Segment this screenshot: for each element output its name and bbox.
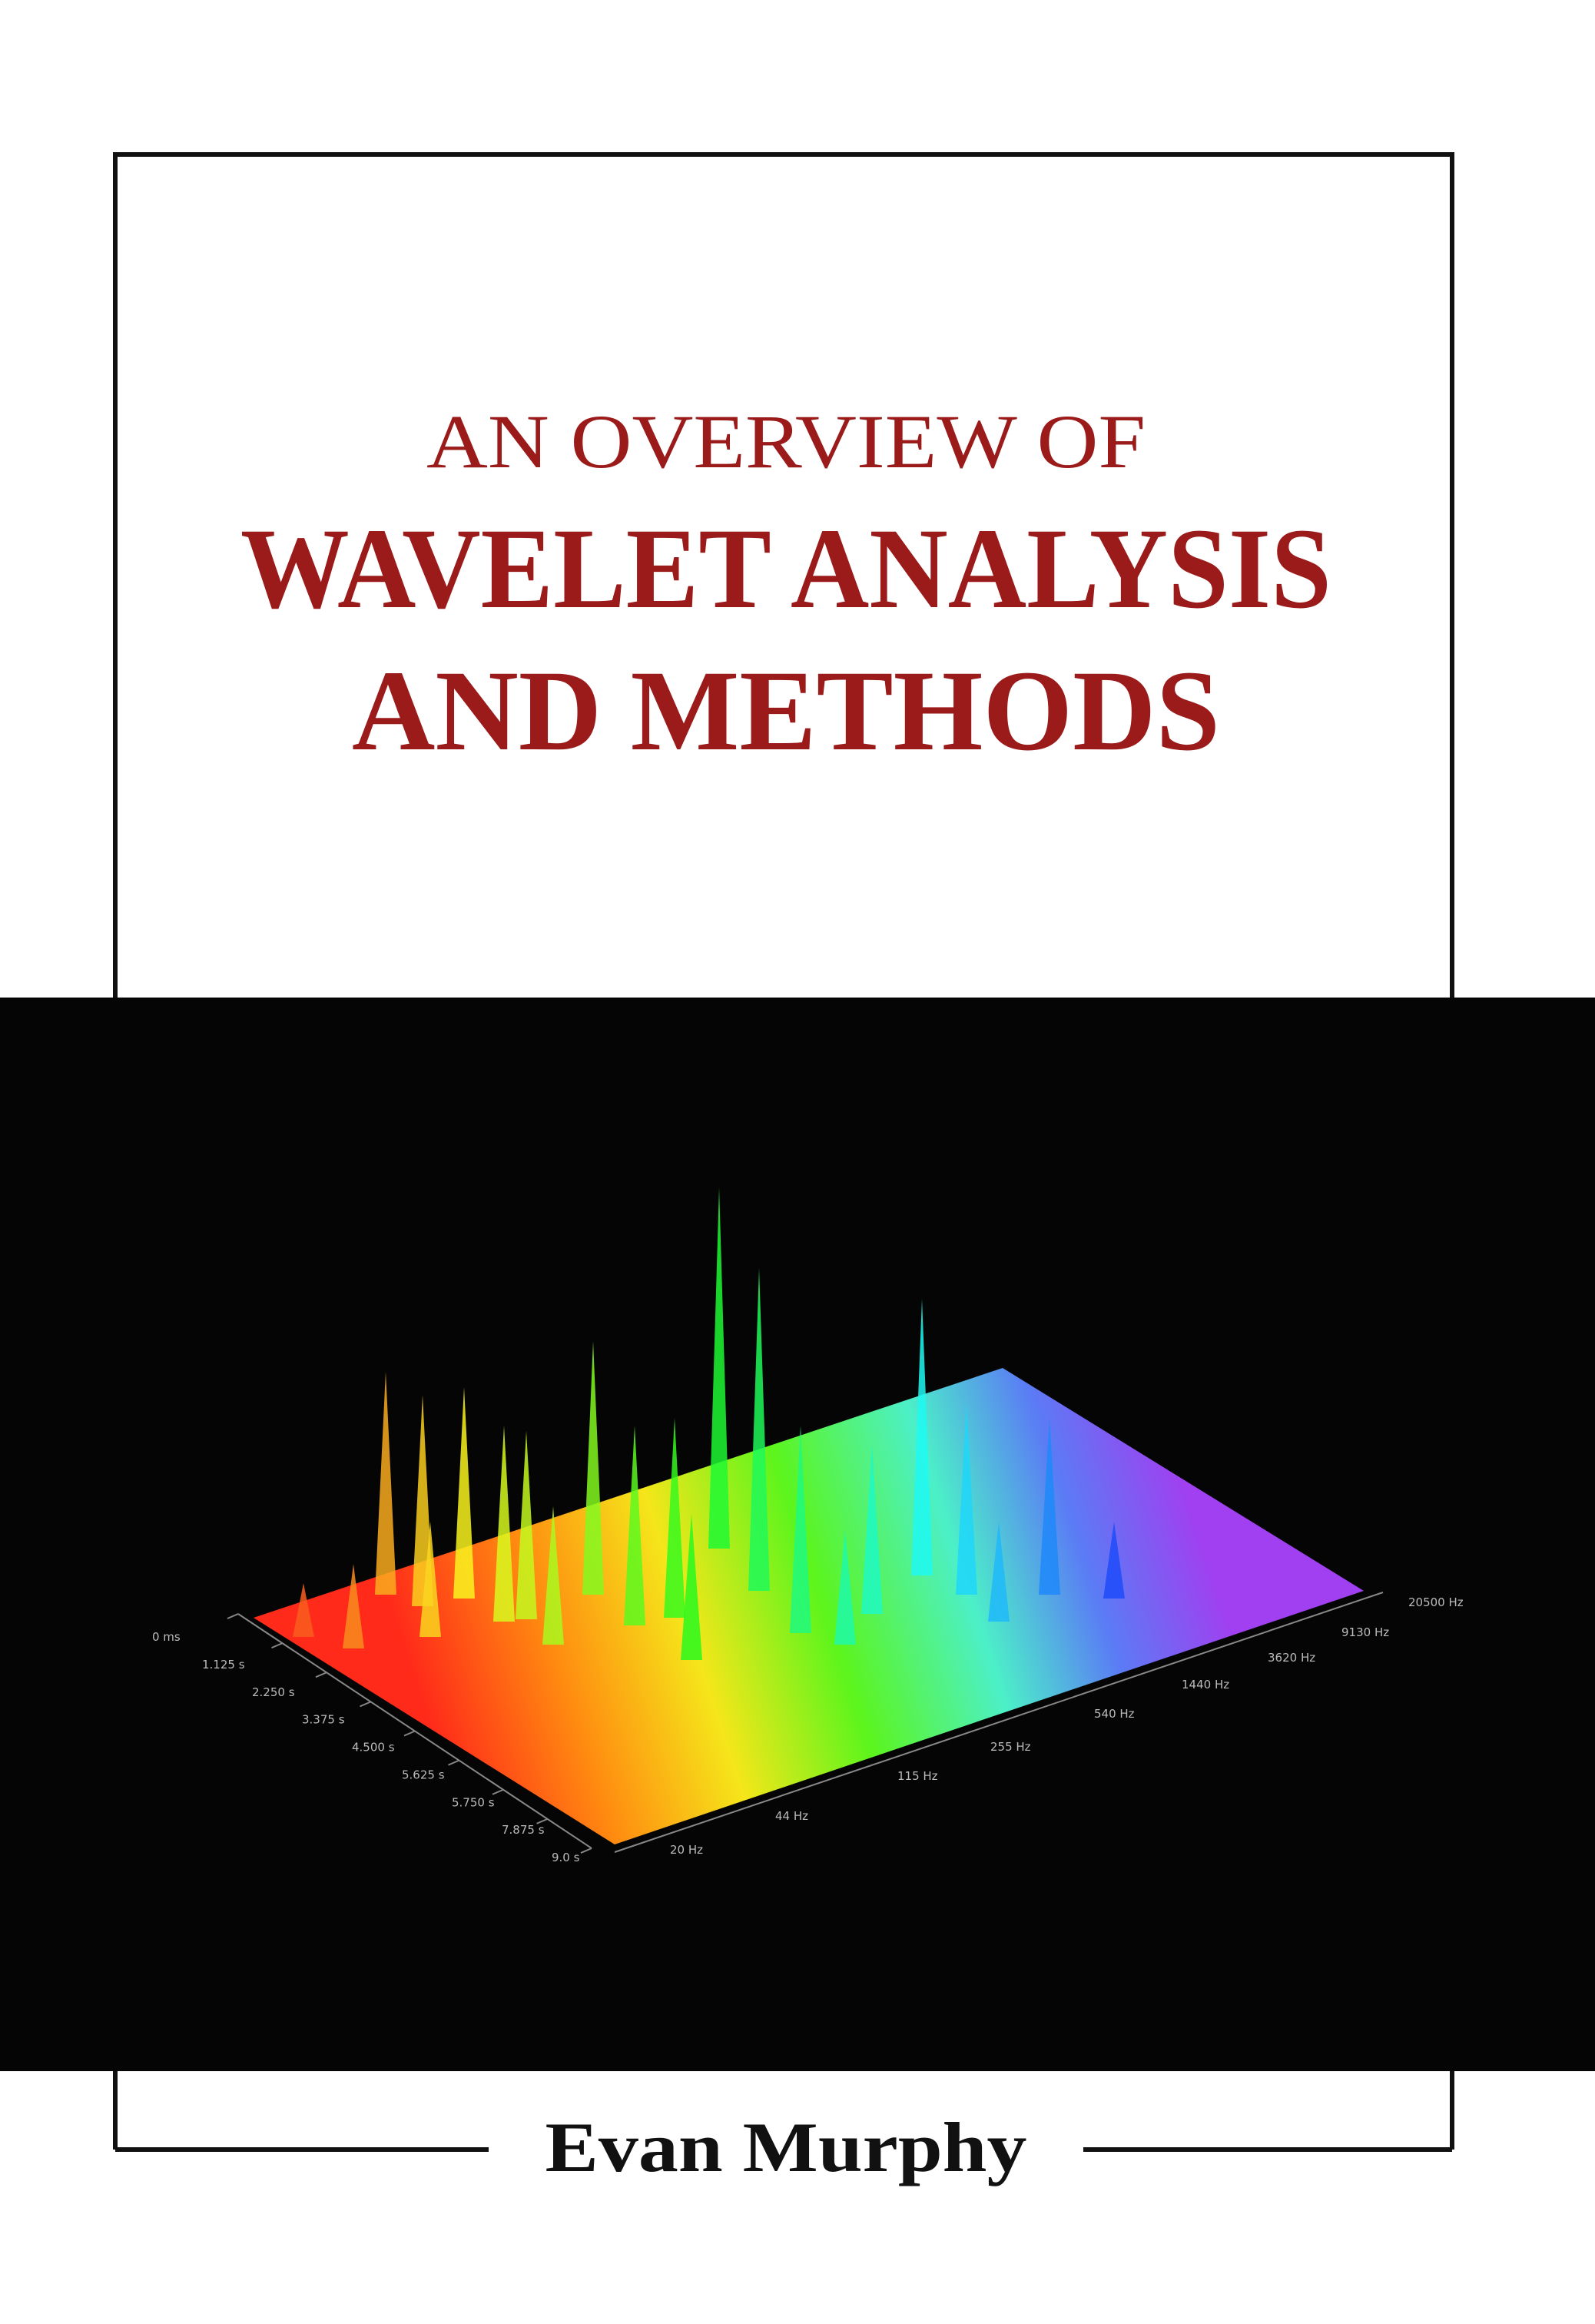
spike	[988, 1522, 1010, 1622]
time-tick	[448, 1759, 459, 1766]
spike	[419, 1522, 441, 1637]
spectrum-plot: 0 ms 1.125 s 2.250 s 3.375 s 4.500 s 5.625 s 5…	[152, 1187, 1464, 1864]
spike	[1039, 1418, 1060, 1595]
freq-tick-label: 255 Hz	[990, 1740, 1031, 1754]
time-tick-label: 5.625 s	[402, 1768, 445, 1781]
time-tick	[227, 1613, 239, 1619]
time-tick-label: 1.125 s	[202, 1658, 245, 1672]
time-tick-label: 7.875 s	[502, 1823, 545, 1837]
time-tick	[492, 1788, 504, 1795]
time-tick	[536, 1818, 548, 1824]
spike	[681, 1514, 702, 1660]
title-line: WAVELET ANALYSIS	[240, 505, 1331, 632]
spike	[453, 1387, 475, 1599]
time-tick-label: 5.750 s	[452, 1795, 495, 1809]
time-tick	[580, 1848, 592, 1854]
freq-tick-label: 1440 Hz	[1182, 1678, 1229, 1692]
freq-tick-label: 44 Hz	[775, 1809, 808, 1823]
title-line: AN OVERVIEW OF	[426, 399, 1146, 484]
time-tick-label: 0 ms	[152, 1630, 181, 1644]
spike	[293, 1583, 314, 1637]
time-tick-label: 4.500 s	[352, 1741, 395, 1755]
freq-axis	[614, 1592, 1384, 1853]
title-line: AND METHODS	[352, 647, 1220, 775]
spike	[748, 1268, 770, 1591]
freq-tick-label: 20500 Hz	[1408, 1595, 1464, 1609]
time-tick	[403, 1730, 416, 1737]
time-tick-label: 9.0 s	[552, 1851, 580, 1864]
freq-tick-label: 540 Hz	[1094, 1707, 1135, 1721]
spike	[624, 1426, 645, 1625]
author: Evan Murphy	[545, 2108, 1027, 2186]
freq-tick-label: 115 Hz	[897, 1769, 938, 1783]
freq-tick-label: 9130 Hz	[1341, 1625, 1389, 1639]
spike	[708, 1187, 730, 1549]
spike	[1103, 1522, 1125, 1599]
time-tick	[360, 1701, 371, 1708]
freq-tick-label: 3620 Hz	[1268, 1651, 1315, 1665]
time-tick	[315, 1672, 327, 1678]
spike	[664, 1418, 685, 1618]
spike	[582, 1341, 604, 1595]
spike	[956, 1403, 977, 1595]
spike	[516, 1431, 537, 1619]
spike	[861, 1445, 883, 1614]
time-tick	[271, 1642, 283, 1649]
spike	[343, 1564, 364, 1648]
freq-tick-label: 20 Hz	[670, 1843, 703, 1857]
spike	[790, 1426, 811, 1633]
spike	[493, 1426, 515, 1622]
time-tick-label: 3.375 s	[302, 1713, 345, 1727]
time-tick-label: 2.250 s	[252, 1685, 295, 1699]
spike	[542, 1506, 564, 1645]
spike	[375, 1372, 396, 1595]
spike	[834, 1529, 856, 1645]
spike	[911, 1299, 933, 1575]
